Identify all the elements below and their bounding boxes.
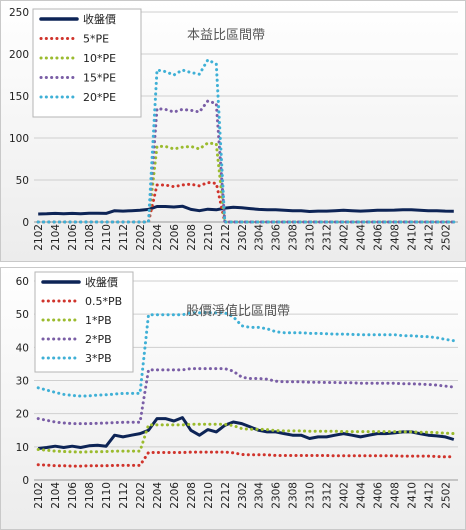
x-tick-label: 2502 [440, 482, 452, 509]
legend-label: 2*PB [85, 333, 112, 346]
x-tick-label: 2406 [372, 482, 384, 509]
y-tick-label: 100 [9, 133, 29, 145]
x-tick-label: 2304 [254, 224, 266, 251]
x-tick-label: 2206 [169, 482, 181, 509]
series-line-1 [36, 450, 456, 468]
x-tick-label: 2204 [152, 224, 164, 251]
legend-label: 0.5*PB [85, 295, 122, 308]
x-tick-label: 2402 [339, 224, 351, 251]
x-tick-label: 2302 [237, 224, 249, 251]
legend-label: 15*PE [83, 72, 116, 85]
legend-label: 收盤價 [83, 12, 116, 26]
x-tick-label: 2206 [169, 224, 181, 251]
x-tick-label: 2104 [50, 482, 62, 509]
x-tick-label: 2402 [339, 482, 351, 509]
pb-band-chart: 0 10 20 30 40 50 60 2102 2104 2106 2108 2110 2112 220… [0, 267, 466, 530]
pe-band-chart-svg: 0 50 100 150 200 250 2102 2104 2106 2108 2110 2112 2… [9, 7, 458, 251]
legend-label: 10*PE [83, 52, 116, 65]
x-tick-label: 2502 [440, 224, 452, 251]
legend-box [32, 8, 142, 118]
x-tick-label: 2212 [220, 224, 232, 251]
x-tick-label: 2408 [389, 224, 401, 251]
x-tick-label: 2412 [423, 482, 435, 509]
x-tick-label: 2208 [186, 224, 198, 251]
legend-label: 1*PB [85, 314, 112, 327]
x-tick-label: 2406 [372, 224, 384, 251]
x-tick-label: 2410 [406, 224, 418, 251]
x-tick-label: 2306 [271, 224, 283, 251]
legend-box [34, 271, 134, 373]
series-line-1 [36, 181, 456, 224]
y-tick-label: 40 [16, 342, 29, 354]
series-line-0 [38, 416, 455, 450]
x-tick-label: 2410 [406, 482, 418, 509]
series-line-4 [36, 58, 456, 224]
x-tick-label: 2106 [67, 482, 79, 509]
x-tick-label: 2108 [84, 224, 96, 251]
y-tick-label: 30 [16, 376, 29, 388]
legend-label: 5*PE [83, 33, 109, 46]
x-tick-label: 2212 [220, 482, 232, 509]
x-tick-label: 2202 [135, 224, 147, 251]
y-tick-label: 0 [22, 217, 29, 229]
y-tick-label: 20 [16, 409, 29, 421]
legend-label: 3*PB [85, 352, 112, 365]
series-line-4 [36, 311, 456, 398]
x-tick-label: 2404 [355, 482, 367, 509]
x-tick-label: 2102 [33, 224, 45, 251]
pe-band-chart: 0 50 100 150 200 250 2102 2104 2106 2108 2110 2112 2… [0, 0, 466, 262]
x-tick-label: 2112 [118, 482, 130, 509]
x-tick-label: 2304 [254, 482, 266, 509]
pb-band-chart-svg: 0 10 20 30 40 50 60 2102 2104 2106 2108 2110 2112 220… [16, 271, 458, 509]
x-tick-label: 2310 [305, 482, 317, 509]
x-tick-label: 2306 [271, 482, 283, 509]
y-tick-label: 200 [9, 49, 29, 61]
x-tick-label: 2204 [152, 482, 164, 509]
x-tick-label: 2110 [101, 224, 113, 251]
x-tick-label: 2104 [50, 224, 62, 251]
y-tick-label: 0 [22, 475, 29, 487]
x-tick-label: 2210 [203, 482, 215, 509]
series-line-2 [36, 422, 456, 454]
chart-title: 本益比區間帶 [187, 28, 265, 43]
x-tick-label: 2308 [288, 224, 300, 251]
x-tick-label: 2102 [33, 482, 45, 509]
y-tick-label: 50 [16, 175, 29, 187]
y-tick-label: 150 [9, 91, 29, 103]
legend-label: 20*PE [83, 91, 116, 104]
y-tick-label: 250 [9, 7, 29, 19]
series-line-3 [36, 367, 456, 426]
x-tick-label: 2408 [389, 482, 401, 509]
x-tick-label: 2302 [237, 482, 249, 509]
x-tick-label: 2112 [118, 224, 130, 251]
y-tick-label: 60 [16, 276, 29, 288]
x-tick-label: 2404 [355, 224, 367, 251]
x-tick-label: 2202 [135, 482, 147, 509]
x-tick-label: 2310 [305, 224, 317, 251]
x-tick-label: 2110 [101, 482, 113, 509]
series-line-3 [36, 99, 456, 224]
x-tick-label: 2108 [84, 482, 96, 509]
x-tick-label: 2312 [322, 224, 334, 251]
chart-title: 股價淨值比區間帶 [186, 303, 290, 319]
x-tick-label: 2106 [67, 224, 79, 251]
x-tick-label: 2412 [423, 224, 435, 251]
x-tick-label: 2210 [203, 224, 215, 251]
x-tick-label: 2308 [288, 482, 300, 509]
y-tick-label: 50 [16, 309, 29, 321]
x-tick-label: 2208 [186, 482, 198, 509]
legend-label: 收盤價 [85, 275, 118, 289]
x-tick-label: 2312 [322, 482, 334, 509]
series-line-0 [38, 204, 454, 216]
y-tick-label: 10 [16, 442, 29, 454]
